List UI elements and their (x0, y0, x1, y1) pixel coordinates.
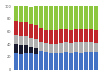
Bar (79, 29, 83, 42)
Bar (24, 45, 28, 53)
Bar (69, 30, 73, 43)
Bar (19, 54, 23, 70)
Bar (24, 6, 28, 22)
Bar (74, 6, 78, 29)
Bar (74, 52, 78, 70)
Bar (29, 7, 33, 24)
Bar (89, 29, 93, 42)
Bar (39, 28, 43, 42)
Bar (54, 30, 58, 44)
Bar (34, 48, 38, 54)
Bar (39, 42, 43, 51)
Bar (29, 53, 33, 70)
Bar (59, 29, 63, 43)
Bar (24, 53, 28, 70)
Bar (29, 47, 33, 53)
Bar (54, 44, 58, 53)
Bar (64, 6, 68, 29)
Bar (64, 52, 68, 70)
Bar (34, 25, 38, 39)
Bar (54, 53, 58, 70)
Bar (14, 44, 18, 53)
Bar (79, 53, 83, 70)
Bar (94, 43, 98, 52)
Bar (84, 42, 88, 52)
Bar (29, 38, 33, 47)
Bar (14, 53, 18, 70)
Bar (19, 6, 23, 22)
Bar (44, 52, 48, 70)
Bar (89, 42, 93, 52)
Bar (59, 53, 63, 70)
Bar (84, 29, 88, 42)
Bar (44, 43, 48, 52)
Bar (59, 6, 63, 29)
Bar (24, 36, 28, 45)
Bar (94, 52, 98, 70)
Bar (34, 54, 38, 70)
Bar (49, 30, 53, 44)
Bar (39, 51, 43, 70)
Bar (34, 6, 38, 25)
Bar (14, 35, 18, 44)
Bar (94, 30, 98, 43)
Bar (44, 30, 48, 43)
Bar (29, 24, 33, 38)
Bar (49, 6, 53, 30)
Bar (19, 45, 23, 54)
Bar (14, 6, 18, 21)
Bar (34, 39, 38, 48)
Bar (79, 42, 83, 53)
Bar (19, 36, 23, 45)
Bar (14, 21, 18, 35)
Bar (24, 22, 28, 36)
Bar (74, 42, 78, 52)
Bar (64, 29, 68, 42)
Bar (89, 52, 93, 70)
Bar (89, 6, 93, 29)
Bar (54, 6, 58, 30)
Bar (49, 53, 53, 70)
Bar (64, 42, 68, 52)
Bar (84, 6, 88, 29)
Bar (69, 43, 73, 53)
Bar (69, 6, 73, 30)
Bar (74, 29, 78, 42)
Bar (69, 53, 73, 70)
Bar (19, 22, 23, 36)
Bar (39, 6, 43, 28)
Bar (44, 6, 48, 30)
Bar (79, 6, 83, 29)
Bar (59, 43, 63, 53)
Bar (94, 6, 98, 30)
Bar (49, 44, 53, 53)
Bar (84, 52, 88, 70)
